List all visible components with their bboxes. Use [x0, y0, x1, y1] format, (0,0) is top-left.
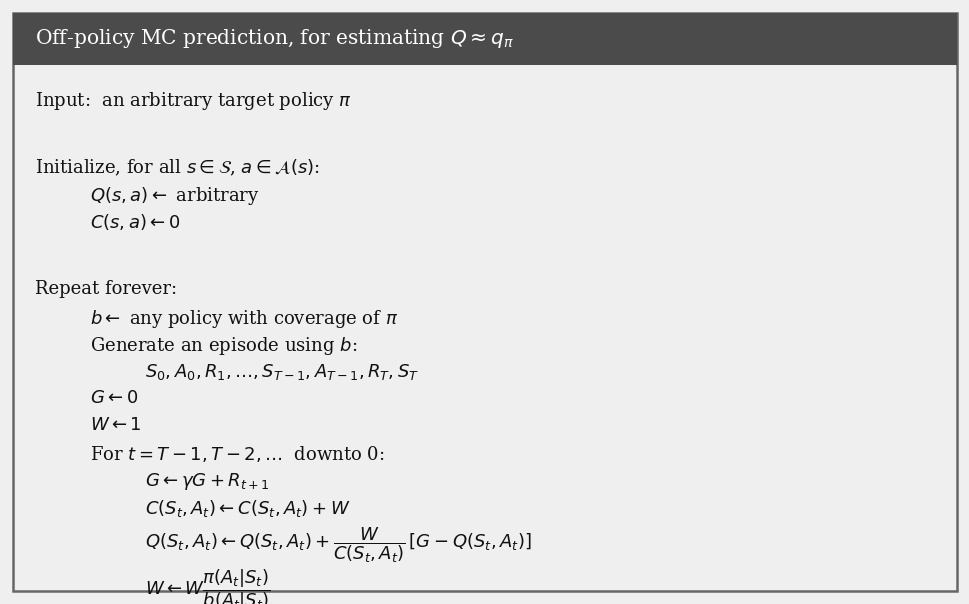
Text: $S_0, A_0, R_1, \ldots, S_{T-1}, A_{T-1}, R_T, S_T$: $S_0, A_0, R_1, \ldots, S_{T-1}, A_{T-1}… [144, 362, 419, 382]
Text: Generate an episode using $b$:: Generate an episode using $b$: [90, 335, 357, 357]
Text: $G \leftarrow \gamma G + R_{t+1}$: $G \leftarrow \gamma G + R_{t+1}$ [144, 471, 269, 492]
Text: $Q(S_t, A_t) \leftarrow Q(S_t, A_t) + \dfrac{W}{C(S_t, A_t)}\,[G - Q(S_t, A_t)]$: $Q(S_t, A_t) \leftarrow Q(S_t, A_t) + \d… [144, 525, 531, 565]
Text: Initialize, for all $s \in \mathcal{S}$, $a \in \mathcal{A}(s)$:: Initialize, for all $s \in \mathcal{S}$,… [35, 158, 320, 178]
Text: $Q(s, a) \leftarrow$ arbitrary: $Q(s, a) \leftarrow$ arbitrary [90, 185, 260, 207]
Text: For $t = T-1, T-2, \ldots$  downto 0:: For $t = T-1, T-2, \ldots$ downto 0: [90, 443, 385, 464]
Text: $G \leftarrow 0$: $G \leftarrow 0$ [90, 389, 138, 407]
Bar [13, 13, 956, 65]
Text: $W \leftarrow 1$: $W \leftarrow 1$ [90, 416, 141, 434]
Text: $b \leftarrow$ any policy with coverage of $\pi$: $b \leftarrow$ any policy with coverage … [90, 307, 398, 330]
Text: $C(s, a) \leftarrow 0$: $C(s, a) \leftarrow 0$ [90, 213, 180, 233]
Text: Input:  an arbitrary target policy $\pi$: Input: an arbitrary target policy $\pi$ [35, 90, 352, 112]
Text: $W \leftarrow W\dfrac{\pi(A_t|S_t)}{b(A_t|S_t)}$: $W \leftarrow W\dfrac{\pi(A_t|S_t)}{b(A_… [144, 567, 270, 604]
Text: Off-policy MC prediction, for estimating $Q \approx q_{\pi}$: Off-policy MC prediction, for estimating… [35, 28, 514, 51]
Text: Repeat forever:: Repeat forever: [35, 280, 177, 298]
Text: $C(S_t, A_t) \leftarrow C(S_t, A_t) + W$: $C(S_t, A_t) \leftarrow C(S_t, A_t) + W$ [144, 498, 350, 519]
